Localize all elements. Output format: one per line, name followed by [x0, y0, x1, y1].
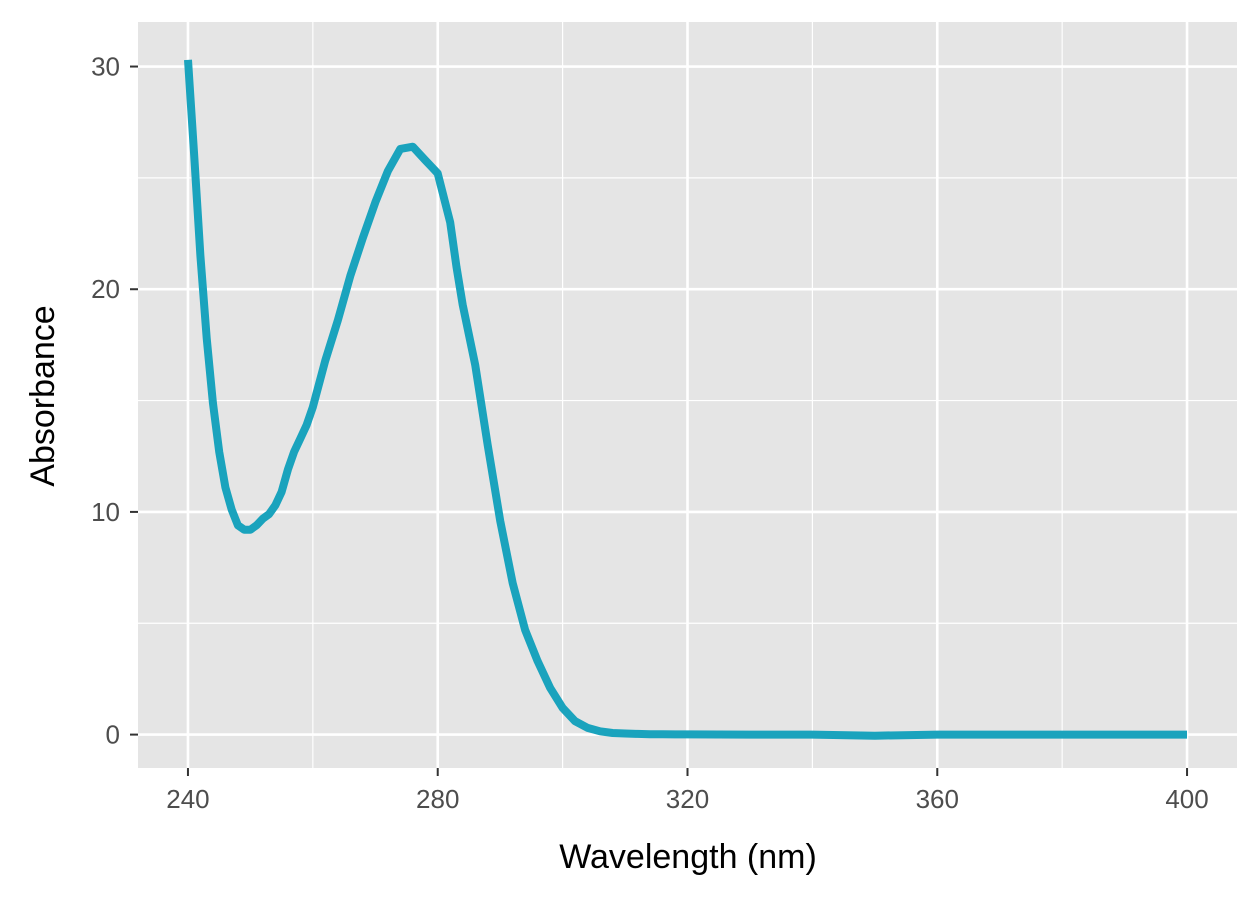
x-tick-label: 280 — [416, 784, 459, 814]
absorbance-series-line — [184, 59, 1187, 740]
y-tick-label: 10 — [91, 497, 120, 527]
y-tick-label: 20 — [91, 274, 120, 304]
y-tick-label: 30 — [91, 52, 120, 82]
x-tick-label: 400 — [1165, 784, 1208, 814]
y-axis-title: Absorbance — [24, 305, 62, 486]
x-axis-title: Wavelength (nm) — [559, 838, 817, 876]
series-layer — [184, 59, 1187, 740]
y-tick-label: 0 — [106, 720, 120, 750]
axis-ticks — [130, 65, 1189, 776]
x-tick-label: 240 — [166, 784, 209, 814]
tick-labels: 240 280 320 360 400 0 10 20 30 — [91, 52, 1209, 814]
grid-major — [138, 22, 1237, 768]
x-tick-label: 320 — [666, 784, 709, 814]
x-tick-label: 360 — [916, 784, 959, 814]
